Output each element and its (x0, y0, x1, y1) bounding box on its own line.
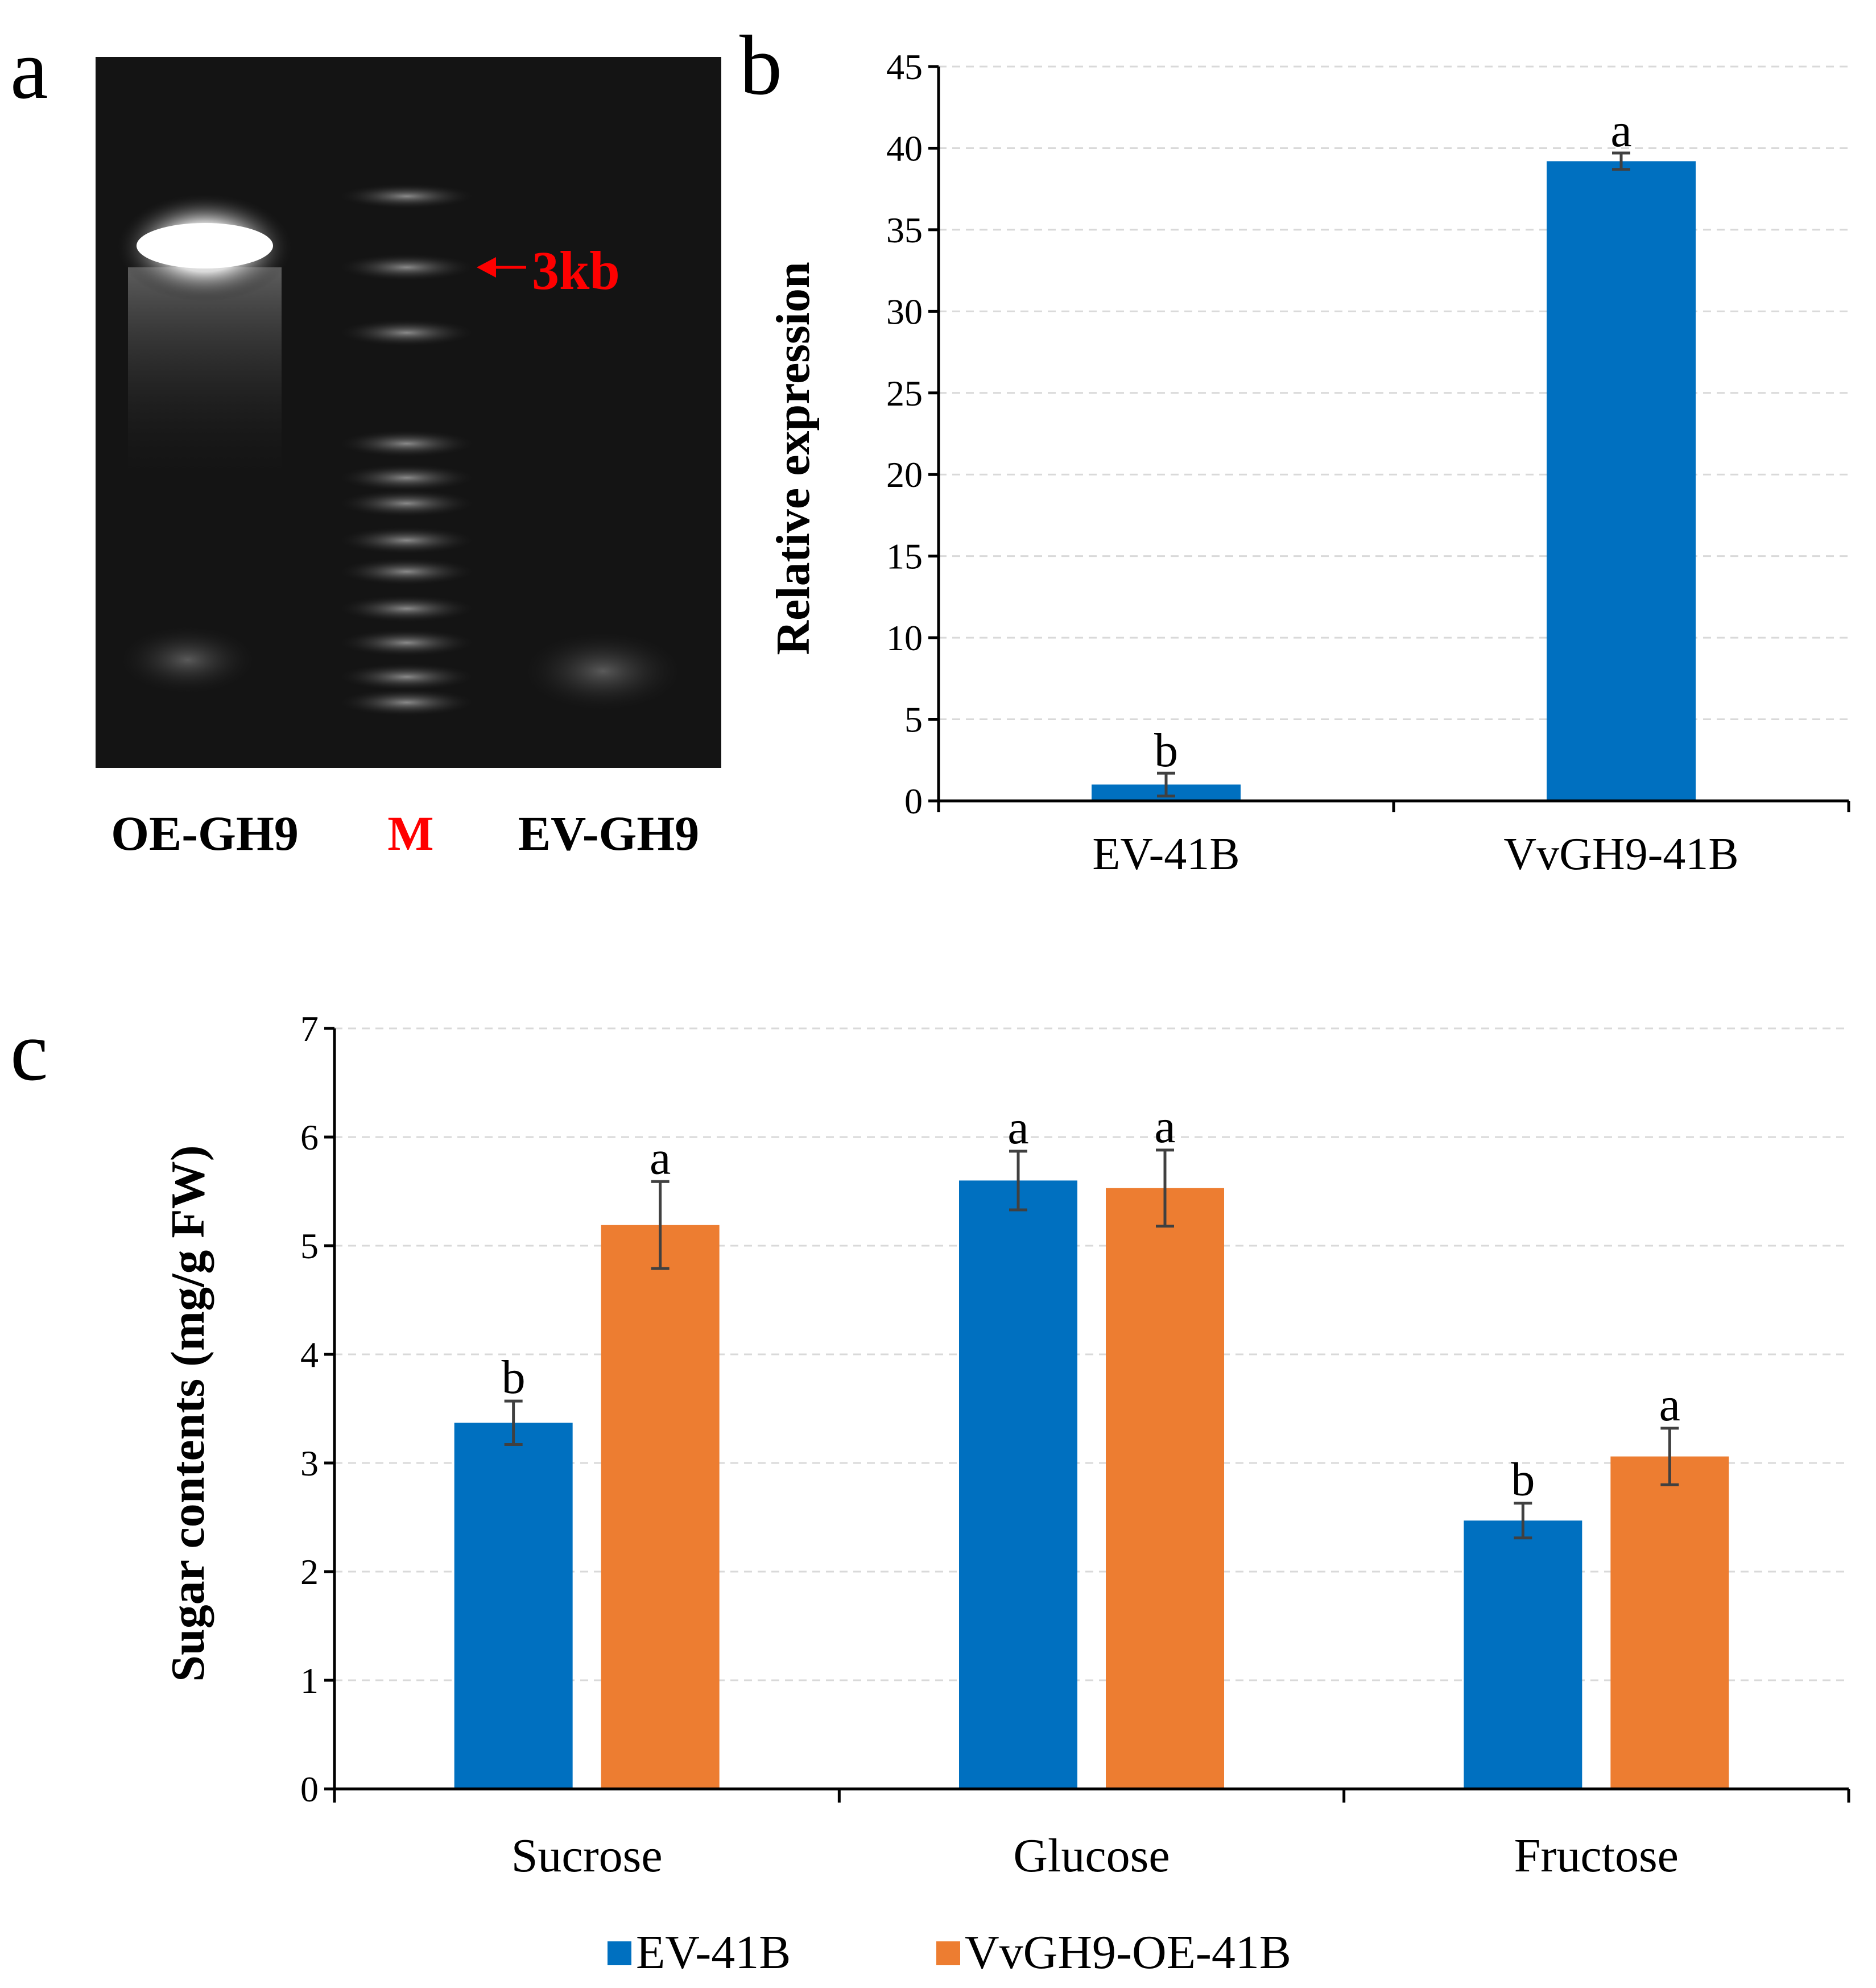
ladder-band (338, 464, 475, 491)
ladder-band (338, 629, 475, 656)
error-bar-sucrose-vvgh9-oe-41b (651, 1180, 670, 1270)
significance-letter: b (1154, 724, 1178, 777)
ladder-band (338, 184, 475, 209)
x-category-label: Sucrose (511, 1829, 663, 1882)
error-bar-glucose-vvgh9-oe-41b (1156, 1148, 1174, 1228)
y-axis-title-b: Relative expression (767, 262, 820, 655)
ladder-band (338, 689, 475, 716)
y-tick-label: 0 (904, 781, 923, 821)
panel-letter-c: c (10, 1004, 48, 1098)
x-category-label: VvGH9-41B (1503, 829, 1738, 879)
gel-band-oe-gh9-core (137, 223, 273, 268)
lane-label-oe-gh9: OE-GH9 (111, 806, 299, 861)
gel-lane-oe-smear (128, 267, 282, 483)
gel-ladder (338, 184, 475, 716)
x-category-label: Fructose (1514, 1829, 1679, 1882)
x-category-label: EV-41B (1092, 829, 1239, 879)
bar-glucose-ev-41b (959, 1180, 1077, 1789)
panel-b: b Relative expression 0 5 10 15 20 25 30 35 40 45… (739, 18, 1850, 879)
ladder-band (338, 527, 475, 554)
c-gridlines (334, 1027, 1849, 1681)
gel-band-ev-gh9 (523, 631, 683, 711)
ladder-band (338, 319, 475, 346)
y-tick-label: 40 (886, 128, 923, 168)
error-bar-glucose-ev-41b (1009, 1150, 1027, 1212)
gel-band-oe-primer (119, 626, 256, 694)
c-bars (454, 1148, 1729, 1789)
chart-c: 0 1 2 3 4 5 6 7 b a Sucrose a a Glucose b a Fructose (300, 1009, 1850, 1882)
y-tick-label: 15 (886, 536, 923, 577)
y-tick-label: 3 (300, 1443, 319, 1483)
y-tick-label: 0 (300, 1769, 319, 1809)
legend-swatch-ev-41b (608, 1941, 631, 1965)
lane-label-ev-gh9: EV-GH9 (518, 806, 700, 861)
lane-label-marker: M (387, 806, 433, 861)
arrow-left-icon (477, 257, 496, 278)
y-tick-label: 35 (886, 210, 923, 250)
y-axis-title-c: Sugar contents (mg/g FW) (162, 1145, 214, 1681)
ladder-band (338, 663, 475, 691)
gel-image (96, 57, 721, 768)
x-category-label: Glucose (1013, 1829, 1170, 1882)
b-bars (1092, 151, 1696, 801)
error-bar-sucrose-ev-41b (504, 1399, 523, 1446)
y-tick-label: 20 (886, 454, 923, 495)
panel-a: a (10, 22, 721, 861)
panel-c: c Sugar contents (mg/g FW) 0 1 2 3 4 5 6 7 b a Suc… (10, 1004, 1850, 1979)
ladder-band (338, 595, 475, 622)
y-tick-label: 4 (300, 1334, 319, 1375)
significance-letter: a (1610, 104, 1631, 157)
significance-letter: b (1511, 1453, 1535, 1506)
c-axes (324, 1027, 1850, 1803)
ladder-band (338, 558, 475, 585)
marker-3kb-annotation: 3kb (477, 240, 620, 301)
ladder-band (338, 254, 475, 281)
error-bar-vvgh9-41b (1612, 151, 1630, 171)
y-tick-label: 1 (300, 1660, 319, 1701)
bar-sucrose-vvgh9-oe-41b (601, 1225, 720, 1789)
y-tick-label: 6 (300, 1117, 319, 1158)
legend: EV-41B VvGH9-OE-41B (608, 1926, 1291, 1979)
significance-letter: a (1007, 1101, 1028, 1154)
legend-swatch-vvgh9-oe-41b (936, 1941, 960, 1965)
c-labels: 0 1 2 3 4 5 6 7 b a Sucrose a a Glucose b a Fructose (300, 1009, 1680, 1882)
y-tick-label: 2 (300, 1552, 319, 1592)
significance-letter: a (1154, 1100, 1175, 1153)
significance-letter: b (502, 1351, 526, 1404)
ladder-band (338, 490, 475, 517)
y-tick-label: 25 (886, 373, 923, 414)
legend-label-ev-41b: EV-41B (636, 1926, 791, 1979)
bar-glucose-vvgh9-oe-41b (1106, 1188, 1224, 1789)
y-tick-label: 45 (886, 47, 923, 87)
panel-letter-b: b (739, 18, 782, 113)
bar-sucrose-ev-41b (454, 1423, 573, 1789)
error-bar-fructose-ev-41b (1514, 1502, 1532, 1540)
bar-fructose-ev-41b (1464, 1520, 1582, 1789)
b-labels: 0 5 10 15 20 25 30 35 40 45 b EV-41B a VvGH9-41B (886, 47, 1739, 879)
b-gridlines (939, 65, 1849, 721)
y-tick-label: 7 (300, 1009, 319, 1049)
significance-letter: a (650, 1131, 671, 1184)
significance-letter: a (1659, 1378, 1680, 1431)
b-axes (928, 65, 1850, 812)
y-tick-label: 10 (886, 618, 923, 658)
y-tick-label: 30 (886, 291, 923, 332)
y-tick-label: 5 (300, 1226, 319, 1266)
y-tick-label: 5 (904, 700, 923, 740)
error-bar-fructose-vvgh9-oe-41b (1660, 1427, 1679, 1486)
bar-fructose-vvgh9-oe-41b (1610, 1456, 1729, 1789)
panel-letter-a: a (10, 22, 48, 117)
marker-3kb-label: 3kb (532, 240, 620, 301)
ladder-band (338, 430, 475, 457)
bar-vvgh9-41b (1547, 161, 1696, 801)
legend-label-vvgh9-oe-41b: VvGH9-OE-41B (965, 1926, 1291, 1979)
error-bar-ev-41b (1157, 771, 1175, 797)
chart-b: 0 5 10 15 20 25 30 35 40 45 b EV-41B a VvGH9-41B (886, 47, 1850, 879)
